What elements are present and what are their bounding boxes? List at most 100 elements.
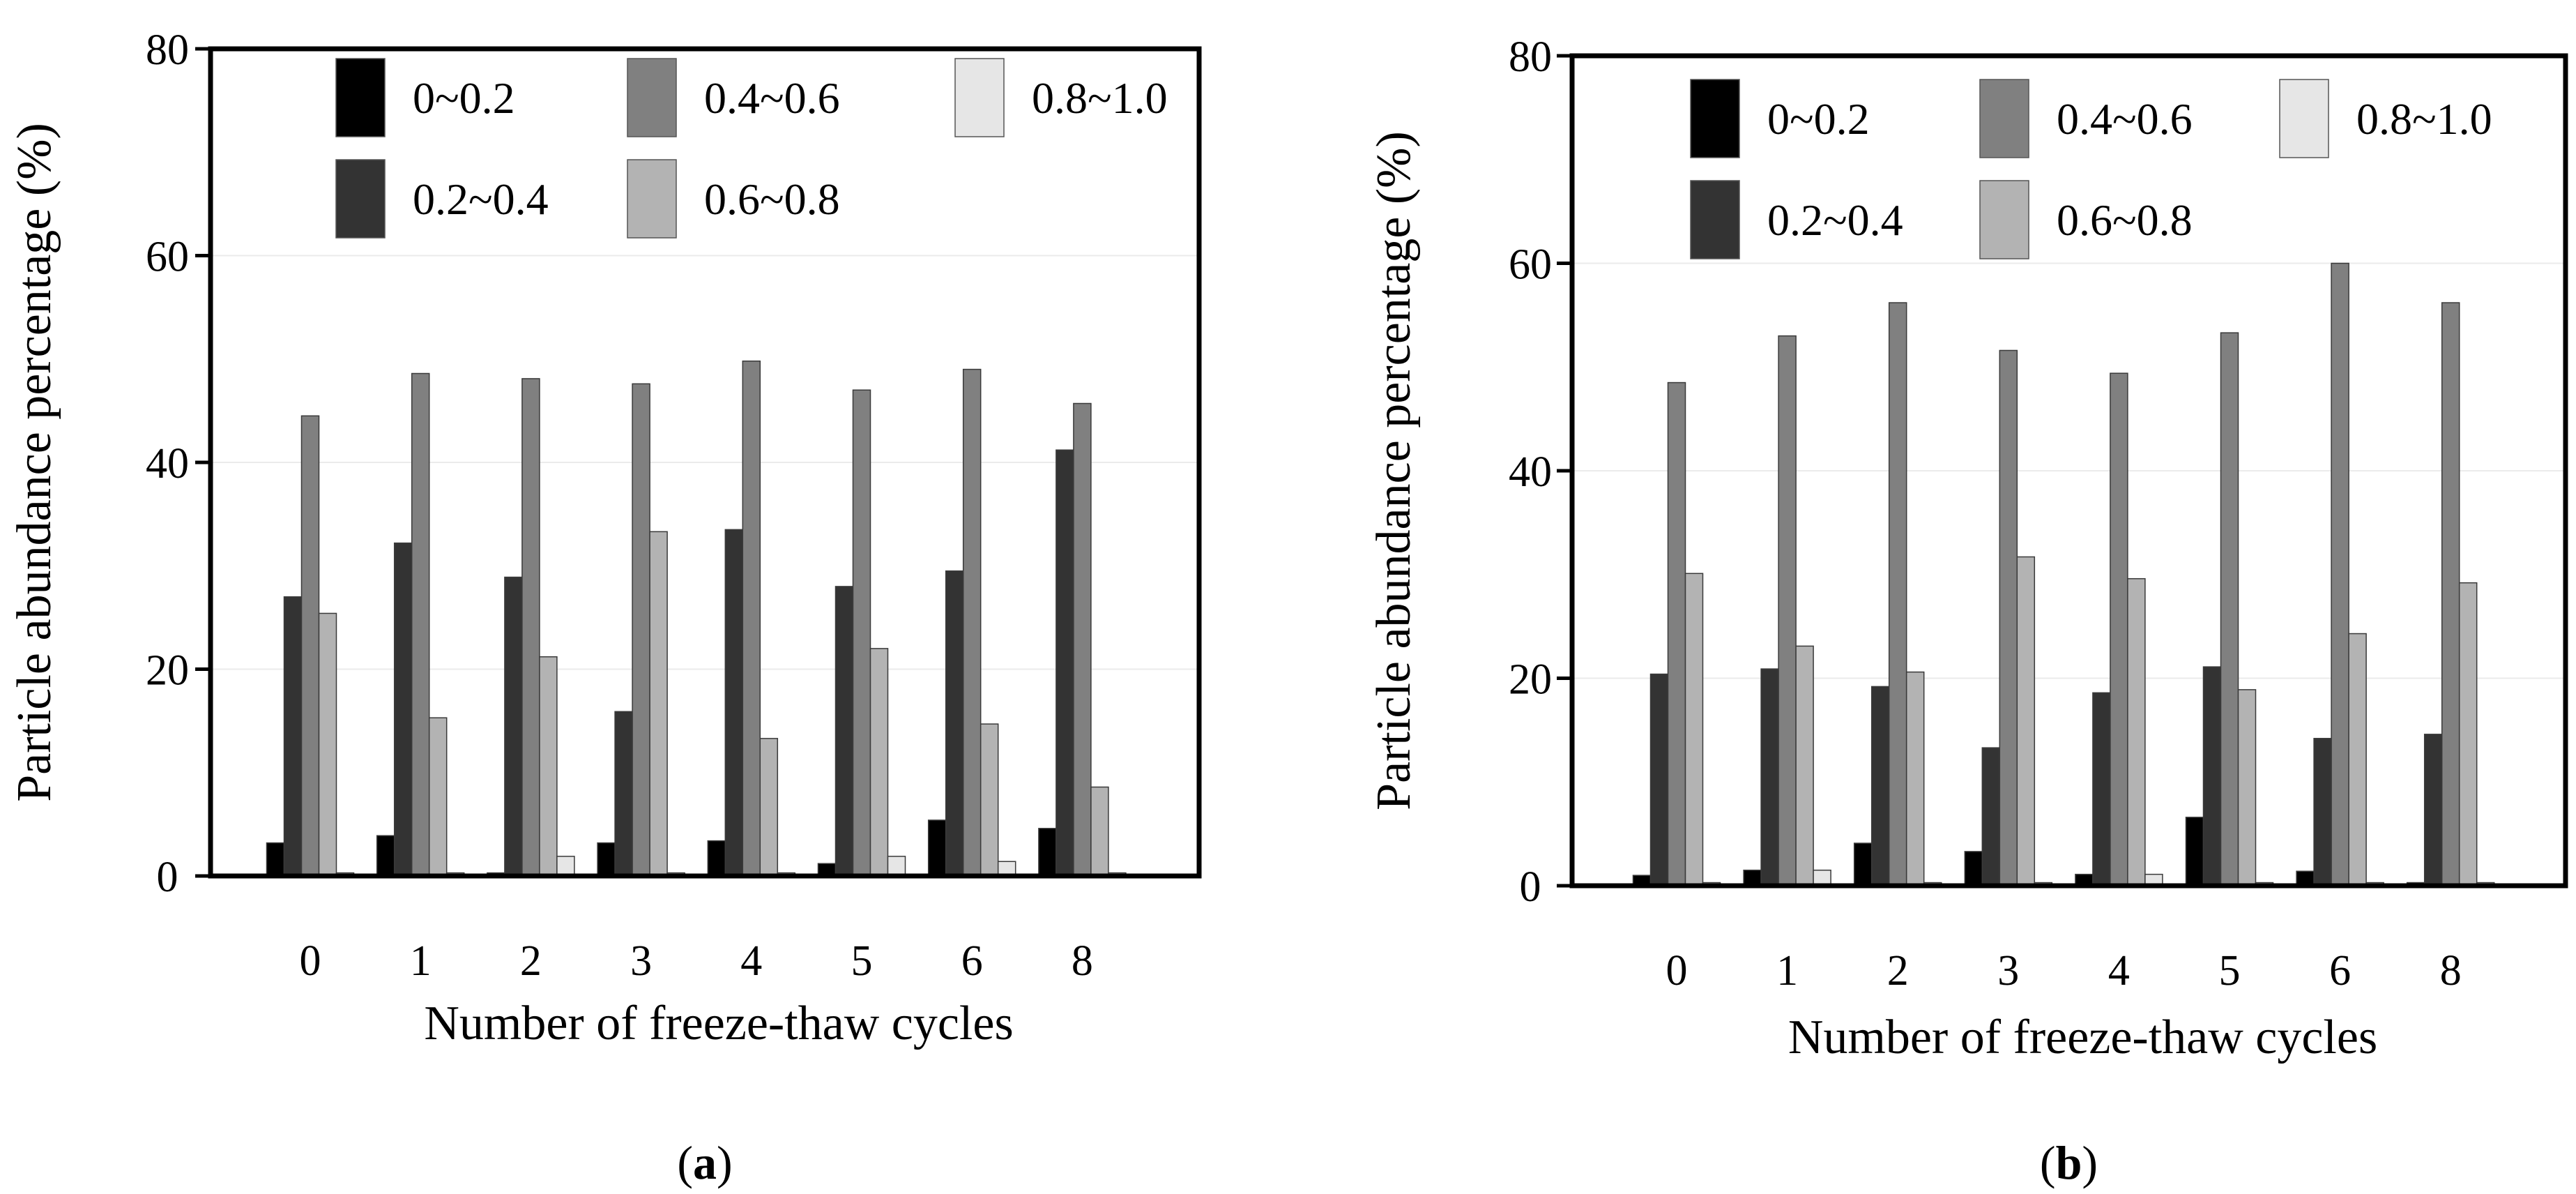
chart-panel-b: 0 1 2 3 4 5 6 80204060800~0.20.2~0.40.4~0.60.6~… [1367, 33, 2568, 1189]
bar-a-0.2~0.4-cycle-0 [283, 596, 303, 877]
legend-swatch-a-0~0.2 [335, 58, 386, 137]
y-axis-title-a: Particle abundance percentage (%) [8, 123, 61, 802]
bar-b-0~0.2-cycle-3 [1964, 851, 1983, 886]
bar-a-0.4~0.6-cycle-4 [742, 360, 761, 877]
legend-swatch-b-0.8~1.0 [2279, 79, 2329, 158]
bar-a-0.6~0.8-cycle-3 [649, 531, 668, 877]
x-tick-label-b-4: 4 [2108, 947, 2130, 995]
x-tick-label-b-5: 5 [2219, 947, 2241, 995]
bar-b-0.2~0.4-cycle-3 [1981, 747, 2001, 886]
legend-label-a-0~0.2: 0~0.2 [413, 73, 515, 123]
legend-swatch-a-0.2~0.4 [335, 159, 386, 239]
bar-a-0.4~0.6-cycle-8 [1073, 402, 1092, 877]
y-tick-label-a-80: 80 [146, 27, 189, 74]
bar-a-0.6~0.8-cycle-8 [1090, 786, 1109, 877]
x-tick-label-a-5: 5 [851, 937, 873, 985]
y-tick-label-a-20: 20 [146, 647, 189, 695]
y-tick-label-b-80: 80 [1509, 33, 1552, 81]
bar-a-0.4~0.6-cycle-6 [962, 368, 982, 877]
chart-panel-a: 0 1 2 3 4 5 6 80204060800~0.20.2~0.40.4~0.60.6~… [8, 27, 1202, 1189]
bar-a-0.6~0.8-cycle-6 [980, 723, 999, 877]
y-tick-label-b-40: 40 [1509, 448, 1552, 496]
bar-b-0~0.2-cycle-2 [1853, 842, 1873, 886]
panel-label-b: (b) [2040, 1136, 2098, 1189]
x-tick-label-a-1: 1 [410, 937, 432, 985]
x-tick-label-a-3: 3 [630, 937, 652, 985]
bar-a-0.4~0.6-cycle-0 [300, 415, 320, 877]
x-tick-label-a-6: 6 [961, 937, 983, 985]
x-axis-title-a: Number of freeze-thaw cycles [424, 997, 1013, 1050]
bar-a-0.6~0.8-cycle-4 [759, 738, 779, 877]
x-tick-label-a-4: 4 [740, 937, 762, 985]
legend-swatch-a-0.8~1.0 [954, 58, 1005, 137]
y-tick-label-b-0: 0 [1520, 863, 1541, 911]
legend-label-a-0.8~1.0: 0.8~1.0 [1032, 73, 1168, 123]
bar-a-0~0.2-cycle-6 [927, 819, 947, 877]
bar-a-0.8~1.0-cycle-5 [887, 856, 906, 877]
x-axis-title-b: Number of freeze-thaw cycles [1788, 1011, 2377, 1064]
bar-b-0.4~0.6-cycle-4 [2110, 372, 2128, 886]
bar-b-0.4~0.6-cycle-2 [1888, 302, 1907, 886]
y-tick-label-b-60: 60 [1509, 241, 1552, 289]
bar-a-0.2~0.4-cycle-4 [724, 529, 744, 877]
panel-label-a: (a) [677, 1136, 732, 1189]
x-tick-label-b-8: 8 [2440, 947, 2462, 995]
y-tick-label-a-0: 0 [157, 854, 178, 901]
bar-b-0.2~0.4-cycle-2 [1870, 686, 1890, 886]
legend-label-a-0.2~0.4: 0.2~0.4 [413, 174, 549, 224]
bar-a-0.4~0.6-cycle-2 [521, 378, 540, 877]
legend-swatch-b-0.6~0.8 [1979, 180, 2029, 259]
y-tick-label-b-20: 20 [1509, 656, 1552, 704]
bar-a-0.6~0.8-cycle-5 [869, 648, 889, 877]
bar-b-0.6~0.8-cycle-0 [1684, 573, 1704, 886]
legend-label-a-0.6~0.8: 0.6~0.8 [704, 174, 840, 224]
bar-b-0.4~0.6-cycle-6 [2331, 262, 2349, 886]
bar-a-0~0.2-cycle-0 [266, 842, 285, 877]
bar-a-0~0.2-cycle-8 [1038, 828, 1057, 877]
bar-a-0.6~0.8-cycle-1 [428, 717, 448, 877]
bar-a-0.4~0.6-cycle-3 [632, 383, 650, 877]
legend-swatch-a-0.4~0.6 [627, 58, 677, 137]
x-tick-label-a-0: 0 [300, 937, 321, 985]
legend-swatch-b-0~0.2 [1690, 79, 1740, 158]
bar-a-0.2~0.4-cycle-6 [945, 570, 964, 877]
bar-b-0.6~0.8-cycle-2 [1905, 671, 1925, 886]
bar-a-0~0.2-cycle-1 [376, 835, 395, 877]
x-tick-label-a-2: 2 [520, 937, 542, 985]
bar-a-0~0.2-cycle-3 [597, 842, 616, 877]
bar-b-0.6~0.8-cycle-8 [2458, 582, 2478, 886]
bar-a-0.2~0.4-cycle-5 [834, 586, 854, 877]
bar-b-0.2~0.4-cycle-6 [2313, 738, 2332, 886]
bar-b-0.6~0.8-cycle-5 [2237, 689, 2257, 886]
bar-a-0.6~0.8-cycle-0 [318, 612, 337, 877]
bar-a-0.8~1.0-cycle-2 [556, 856, 575, 877]
legend-swatch-b-0.2~0.4 [1690, 180, 1740, 259]
bar-b-0.6~0.8-cycle-4 [2127, 577, 2146, 886]
bar-b-0.2~0.4-cycle-1 [1760, 668, 1779, 886]
bar-b-0.4~0.6-cycle-8 [2441, 302, 2460, 886]
bar-a-0.4~0.6-cycle-5 [852, 389, 871, 877]
bar-b-0.2~0.4-cycle-0 [1649, 673, 1669, 886]
legend-label-b-0.6~0.8: 0.6~0.8 [2057, 195, 2193, 245]
legend-label-a-0.4~0.6: 0.4~0.6 [704, 73, 840, 123]
x-tick-label-b-1: 1 [1776, 947, 1798, 995]
legend-swatch-b-0.4~0.6 [1979, 79, 2029, 158]
bar-a-0~0.2-cycle-4 [707, 840, 726, 877]
bar-b-0~0.2-cycle-5 [2185, 817, 2204, 886]
bar-b-0.6~0.8-cycle-6 [2348, 633, 2367, 886]
x-tick-label-b-6: 6 [2329, 947, 2351, 995]
x-tick-label-b-0: 0 [1666, 947, 1688, 995]
legend-label-b-0.4~0.6: 0.4~0.6 [2057, 94, 2193, 144]
y-tick-label-a-40: 40 [146, 440, 189, 488]
bar-b-0.2~0.4-cycle-8 [2423, 734, 2443, 886]
bar-a-0.2~0.4-cycle-8 [1055, 449, 1074, 877]
x-tick-label-b-2: 2 [1887, 947, 1909, 995]
x-tick-label-a-8: 8 [1072, 937, 1093, 985]
bar-b-0.4~0.6-cycle-0 [1667, 381, 1686, 886]
y-axis-title-b: Particle abundance percentage (%) [1367, 131, 1421, 810]
legend-label-b-0.8~1.0: 0.8~1.0 [2356, 94, 2492, 144]
bar-a-0.2~0.4-cycle-2 [504, 576, 523, 877]
bar-b-0.4~0.6-cycle-3 [1999, 349, 2018, 886]
bar-b-0.2~0.4-cycle-5 [2202, 666, 2222, 886]
